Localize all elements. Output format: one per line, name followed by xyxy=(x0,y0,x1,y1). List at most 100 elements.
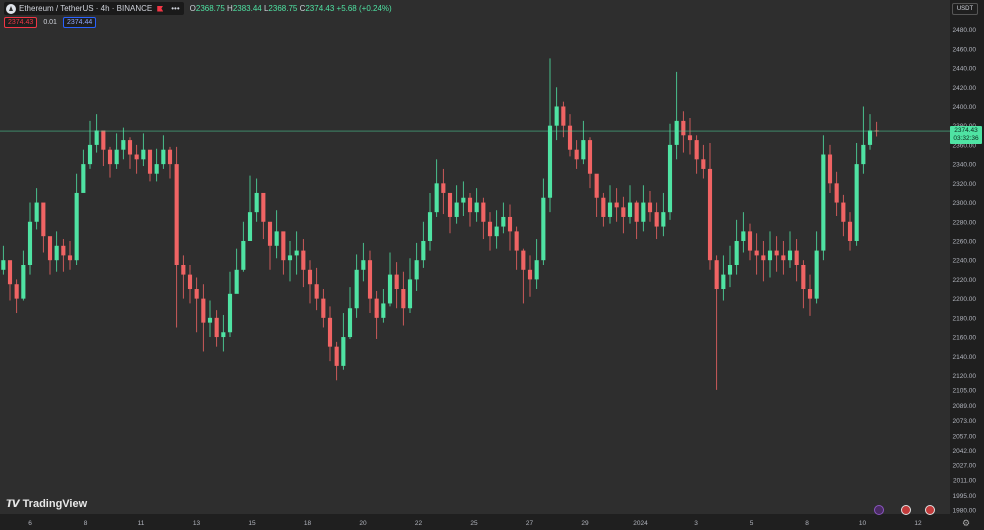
symbol-title[interactable]: Ethereum / TetherUS · 4h · BINANCE xyxy=(19,4,153,13)
candle-up xyxy=(787,250,793,261)
candle-up xyxy=(554,106,559,126)
candle-down xyxy=(527,269,533,280)
candle-down xyxy=(201,298,206,323)
x-tick-label: 6 xyxy=(28,520,32,527)
candle-down xyxy=(594,173,599,198)
candle-down xyxy=(134,154,139,160)
x-tick-label: 20 xyxy=(359,520,367,527)
candle-down xyxy=(687,135,693,141)
candle-down xyxy=(41,202,46,237)
candle-up xyxy=(54,245,59,261)
tradingview-logo[interactable]: 𝙏𝙑 TradingView xyxy=(6,498,87,510)
candle-down xyxy=(127,140,133,155)
candle-down xyxy=(521,250,526,270)
candle-up xyxy=(407,279,413,309)
y-axis-ticks: 2480.002460.002440.002420.002400.002380.… xyxy=(953,27,977,514)
candle-up xyxy=(21,265,26,299)
candle-down xyxy=(61,245,66,256)
buy-price-button[interactable]: 2374.44 xyxy=(62,17,97,28)
candle-up xyxy=(74,192,79,261)
time-axis[interactable] xyxy=(0,514,950,530)
candle-up xyxy=(387,274,393,304)
candle-up xyxy=(27,221,33,265)
candle-up xyxy=(767,250,773,261)
gear-icon[interactable]: ⚙ xyxy=(962,518,971,528)
candle-up xyxy=(361,260,366,270)
candle-up xyxy=(347,308,353,338)
candles-layer xyxy=(1,58,879,390)
candle-up xyxy=(727,265,733,275)
y-tick-label: 2200.00 xyxy=(953,296,977,303)
candle-down xyxy=(614,202,619,208)
candle-down xyxy=(367,260,373,299)
candle-up xyxy=(227,293,233,333)
candle-down xyxy=(847,221,853,241)
candle-down xyxy=(321,298,326,318)
candle-up xyxy=(1,260,6,270)
y-tick-label: 2240.00 xyxy=(953,258,977,265)
flag-icon[interactable] xyxy=(157,5,164,12)
candle-down xyxy=(181,265,186,275)
y-tick-label: 2480.00 xyxy=(953,27,977,34)
candle-down xyxy=(261,192,266,222)
us-flag-event-icon-2[interactable] xyxy=(925,505,935,515)
price-axis[interactable] xyxy=(950,0,984,530)
lightning-event-icon[interactable] xyxy=(874,505,884,515)
candle-up xyxy=(221,332,226,338)
y-tick-label: 2220.00 xyxy=(953,277,977,284)
candle-up xyxy=(814,250,819,299)
x-tick-label: 13 xyxy=(193,520,201,527)
candle-down xyxy=(334,346,339,366)
candle-down xyxy=(101,130,106,150)
candle-down xyxy=(561,106,566,126)
candle-down xyxy=(481,202,486,222)
tradingview-wordmark: TradingView xyxy=(22,498,88,510)
candle-down xyxy=(194,289,199,299)
candle-down xyxy=(281,231,286,261)
candle-up xyxy=(141,149,146,160)
candle-up xyxy=(661,212,666,227)
candle-down xyxy=(567,125,573,150)
sell-price-button[interactable]: 2374.43 xyxy=(4,17,38,28)
x-tick-label: 27 xyxy=(526,520,534,527)
y-tick-label: 2340.00 xyxy=(953,162,977,169)
symbol-box[interactable]: Ethereum / TetherUS · 4h · BINANCE ••• xyxy=(4,2,184,15)
tradingview-logo-icon: 𝙏𝙑 xyxy=(6,498,20,510)
candle-down xyxy=(487,221,493,237)
x-axis-ticks: 6 8 11 13 15 18 20 22 25 27 29 2024 3 5 8 10 12 xyxy=(28,520,922,527)
candle-down xyxy=(827,154,833,184)
x-tick-label: 8 xyxy=(84,520,88,527)
candle-down xyxy=(167,149,173,165)
candle-up xyxy=(494,226,499,237)
candle-up xyxy=(234,269,239,294)
more-icon[interactable]: ••• xyxy=(171,4,180,13)
candle-up xyxy=(414,260,419,280)
candle-up xyxy=(461,197,466,203)
candle-up xyxy=(427,212,433,241)
candle-down xyxy=(67,255,73,261)
candle-down xyxy=(507,216,513,232)
candle-down xyxy=(781,255,786,261)
candle-up xyxy=(667,144,673,213)
candle-down xyxy=(267,221,273,246)
trade-prices: 2374.43 0.01 2374.44 xyxy=(4,17,97,28)
candle-down xyxy=(587,140,593,174)
y-tick-label: 2160.00 xyxy=(953,335,977,342)
candle-up xyxy=(534,260,539,280)
us-flag-event-icon[interactable] xyxy=(901,505,911,515)
candle-up xyxy=(81,164,86,193)
candle-up xyxy=(854,164,859,241)
candle-down xyxy=(754,250,759,256)
candle-down xyxy=(374,298,379,318)
candle-up xyxy=(627,202,633,217)
candle-down xyxy=(307,269,313,285)
y-tick-label: 2300.00 xyxy=(953,200,977,207)
y-tick-label: 2027.00 xyxy=(953,462,977,469)
candle-up xyxy=(274,231,279,246)
currency-selector[interactable]: USDT xyxy=(952,3,978,15)
x-tick-label: 22 xyxy=(415,520,423,527)
candle-up xyxy=(121,140,126,150)
candle-up xyxy=(607,202,613,217)
